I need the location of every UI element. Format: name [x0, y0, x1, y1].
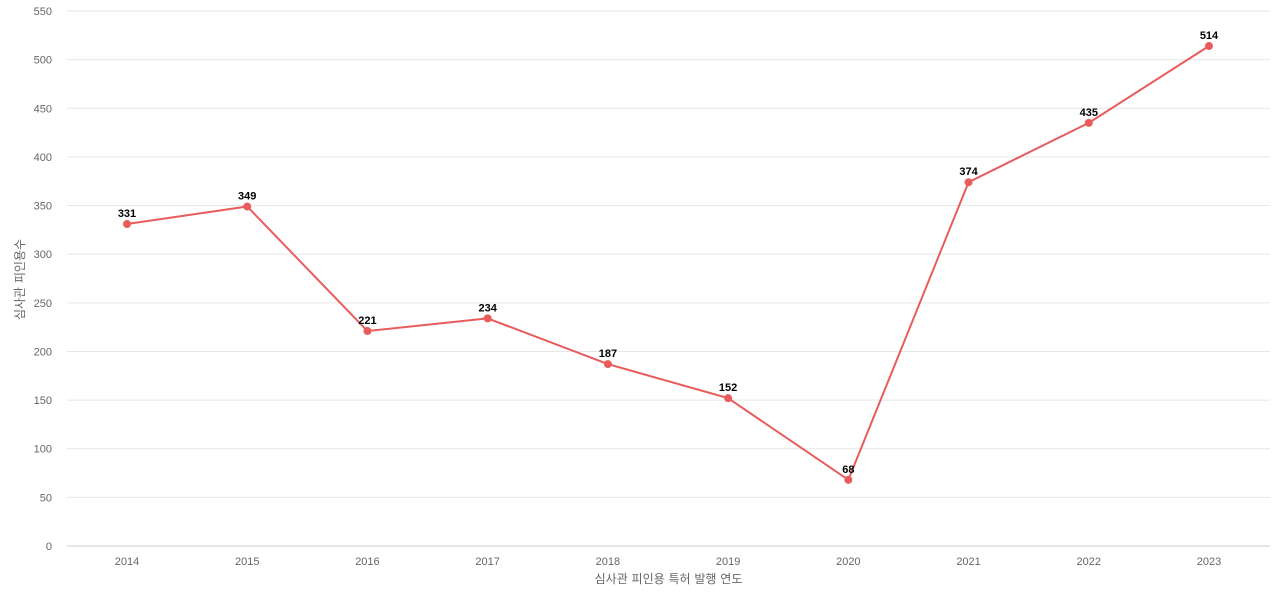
data-point[interactable]	[724, 394, 733, 403]
series-line	[126, 45, 1210, 481]
x-tick-label: 2020	[836, 556, 860, 568]
x-axis-ticks: 2014 2015 2016 2017 2018 2019 2020 2021 2022 2023	[115, 556, 1221, 568]
x-tick-label: 2021	[956, 556, 980, 568]
x-tick-label: 2023	[1197, 556, 1221, 568]
data-point[interactable]	[1084, 118, 1093, 127]
data-point[interactable]	[123, 220, 131, 229]
x-axis-title: 심사관 피인용 특허 발행 연도	[595, 571, 743, 586]
data-label: 349	[238, 191, 256, 203]
y-axis-title: 심사관 피인용수	[13, 239, 27, 320]
data-points	[123, 42, 1213, 484]
y-tick-label: 150	[34, 395, 52, 407]
data-point[interactable]	[1205, 42, 1213, 51]
x-tick-label: 2017	[475, 556, 499, 568]
data-label: 331	[118, 208, 136, 220]
y-tick-label: 550	[34, 6, 52, 18]
y-tick-label: 500	[34, 55, 52, 67]
data-point[interactable]	[964, 178, 973, 187]
data-label: 435	[1080, 107, 1098, 119]
data-label: 221	[358, 315, 376, 327]
data-label: 68	[842, 464, 854, 476]
data-point[interactable]	[483, 314, 492, 323]
data-label: 374	[959, 166, 978, 178]
y-tick-label: 100	[34, 444, 52, 456]
y-tick-label: 250	[34, 298, 52, 310]
y-tick-label: 50	[40, 492, 52, 504]
y-tick-label: 300	[34, 249, 52, 261]
data-point[interactable]	[603, 360, 612, 369]
x-tick-label: 2014	[115, 556, 139, 568]
data-label: 514	[1200, 30, 1219, 42]
series-line-group	[126, 45, 1210, 481]
x-tick-label: 2016	[355, 556, 379, 568]
x-tick-label: 2018	[596, 556, 620, 568]
data-point[interactable]	[844, 475, 853, 484]
data-label: 152	[719, 382, 737, 394]
y-tick-label: 400	[34, 152, 52, 164]
data-point[interactable]	[243, 202, 252, 211]
y-axis-ticks: 0 50 100 150 200 250 300 350 400 450 500 550	[34, 6, 52, 553]
y-tick-label: 350	[34, 201, 52, 213]
data-label: 234	[478, 302, 497, 314]
y-tick-label: 0	[46, 541, 52, 553]
y-tick-label: 450	[34, 103, 52, 115]
y-tick-label: 200	[34, 346, 52, 358]
gridlines	[67, 10, 1270, 498]
data-label: 187	[599, 348, 617, 360]
data-labels: 331 349 221 234 187 152 68 374 435 514	[118, 30, 1219, 476]
x-tick-label: 2022	[1077, 556, 1101, 568]
x-tick-label: 2015	[235, 556, 259, 568]
data-point[interactable]	[363, 327, 372, 336]
x-tick-label: 2019	[716, 556, 740, 568]
